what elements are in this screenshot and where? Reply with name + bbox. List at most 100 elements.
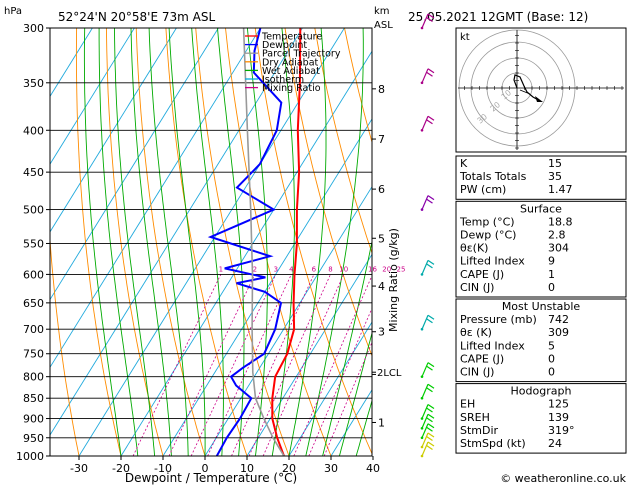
pressure-tick-label: 700 [23,323,44,336]
legend-label: Temperature [261,32,322,43]
pressure-tick-label: 750 [23,348,44,361]
indices-table-row-value: 15 [548,157,562,170]
surface-table-frame [455,200,627,298]
x-axis-title: Dewpoint / Temperature (°C) [125,471,297,485]
km-tick-label: 1 [378,417,385,430]
wind-barb-staff [421,13,429,29]
wind-barb-flag [426,263,433,269]
mixing-ratio-label: 1 [219,265,223,273]
surface-table-row-value: 0 [548,281,555,294]
wind-barb-staff [421,423,429,439]
dry-adiabat-line [105,28,164,456]
wind-barb-flag [427,13,435,19]
most-unstable-table-row-value: 0 [548,352,555,365]
pressure-tick-label: 500 [23,204,44,217]
mixing-ratio-label: 4 [289,265,294,273]
wet-adiabat-line [355,399,372,456]
most-unstable-table-title: Most Unstable [502,300,581,313]
pressure-tick-label: 600 [23,268,44,281]
wind-barb-staff [421,383,429,399]
mixing-ratio-line [168,274,256,456]
surface-table-row-value: 304 [548,242,569,255]
temperature-tick-label: 20 [282,462,296,475]
legend-label: Mixing Ratio [262,83,321,94]
wind-barb-dot [420,26,424,30]
pressure-tick-label: 550 [23,238,44,251]
wind-barb-flag [427,68,435,74]
surface-table-row-label: θε(K) [460,242,488,255]
mixing-ratio-label: 2 [253,265,257,273]
pressure-tick-label: 650 [23,297,44,310]
wind-barb-flag [427,314,435,320]
km-label: km [374,6,390,17]
km-tick-label: 3 [378,326,385,339]
isotherm-line [204,185,372,456]
temperature-tick-label: -20 [112,462,130,475]
wind-barb-flag [426,445,433,450]
wind-barb-flag [426,426,433,432]
legend-label: Wet Adiabat [262,66,320,77]
mixing-ratio-axis-title: Mixing Ratio (g/kg) [387,228,400,332]
wind-barb-flag [427,404,435,410]
copyright-footer: © weatheronline.co.uk [500,472,626,485]
wind-barb-dot [420,396,424,400]
series-line-temperature [271,28,302,456]
surface-table-row-value: 2.8 [548,229,566,242]
lcl-label: 2LCL [377,368,402,379]
hodograph-table-row-value: 24 [548,437,562,450]
temperature-tick-label: 30 [324,462,338,475]
most-unstable-table-row-label: CAPE (J) [460,352,504,365]
wind-barb-dot [420,375,424,378]
surface-table-row-label: Temp (°C) [459,215,515,228]
wet-adiabat-line [83,28,122,456]
pressure-tick-label: 400 [23,124,44,137]
hodograph-table-title: Hodograph [511,385,572,398]
mixing-ratio-line [248,274,331,456]
mixing-ratio-label: 8 [328,265,332,273]
isotherm-line [50,28,303,436]
temperature-tick-label: -10 [154,462,172,475]
mixing-ratio-label: 10 [339,265,348,273]
dry-adiabat-line [314,28,372,255]
series-line-parcel-trajectory [242,28,285,456]
wind-barb-staff [421,260,429,275]
indices-table-frame [455,155,627,200]
mixing-ratio-label: 16 [368,265,377,273]
asl-label: ASL [374,20,393,31]
surface-table-row-label: Lifted Index [460,255,525,268]
most-unstable-table-row-label: Pressure (mb) [460,313,537,326]
km-axis: 1 3 4 5 6 7 8 2LCL [372,83,402,430]
wet-adiabat-line [191,28,224,456]
surface-table-row-value: 18.8 [548,215,573,228]
wind-barb-flag [426,365,433,371]
most-unstable-table-frame [455,298,627,383]
wind-barb-flag [427,423,435,429]
hodograph-storm-arrow [535,96,543,102]
mixing-ratio-label: 25 [397,265,406,273]
datetime-label: 25.05.2021 12GMT (Base: 12) [408,10,588,24]
wind-barb-flag [427,362,435,368]
isobar-lines [50,28,372,456]
wind-barb-staff [421,362,429,377]
mixing-ratio-label: 6 [312,265,317,273]
pressure-tick-label: 950 [23,432,44,445]
wind-barb-staff [421,414,429,429]
wind-barb-flag [426,417,433,423]
indices-table-row-label: Totals Totals [459,170,527,183]
km-tick-label: 8 [378,83,385,96]
wet-adiabat-line [338,331,372,456]
wind-barb-flag [426,17,433,22]
dry-adiabat-line [75,28,122,456]
km-tick-label: 7 [378,133,385,146]
wind-barb-flag [427,441,435,447]
wind-barb-dot [420,128,424,132]
wind-barb-staff [421,404,429,419]
mixing-ratio-line [132,274,222,456]
wind-barb-flag [426,71,433,77]
legend-label: Isotherm [262,75,304,86]
km-tick-label: 4 [378,280,385,293]
wet-adiabat-line [217,28,245,456]
